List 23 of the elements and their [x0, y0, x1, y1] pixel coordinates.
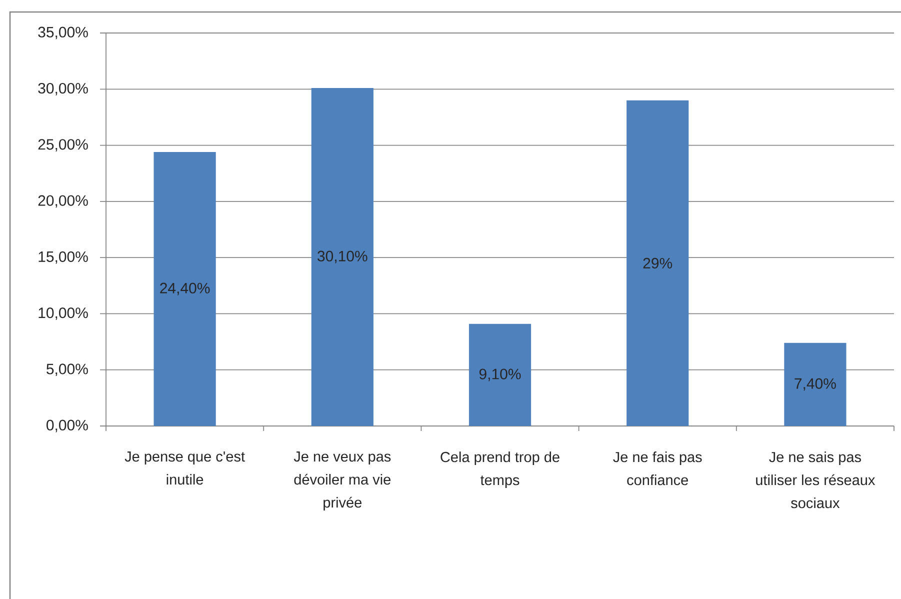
data-label: 29%: [643, 258, 672, 268]
bar: [311, 88, 374, 426]
bar: [626, 100, 689, 426]
x-tick-label: Je ne veux pas dévoiler ma vie privée: [294, 452, 391, 511]
data-label: 9,10%: [479, 368, 521, 382]
y-tick-label: 30,00%: [38, 82, 88, 96]
bar: [154, 152, 216, 426]
y-tick-label: 15,00%: [38, 251, 88, 264]
y-tick-label: 25,00%: [38, 139, 88, 152]
bar: [468, 324, 532, 426]
y-tick-label: 5,00%: [46, 364, 88, 376]
y-tick-label: 20,00%: [38, 195, 88, 208]
x-tick-label: Je pense que c'est inutile: [124, 452, 245, 485]
data-label: 30,10%: [318, 250, 368, 264]
x-tick-label: Je ne fais pas confiance: [613, 452, 702, 486]
x-tick-label: Cela prend trop de temps: [440, 452, 560, 488]
y-tick-label: 0,00%: [46, 420, 88, 432]
y-tick-label: 10,00%: [38, 308, 88, 320]
data-label: 24,40%: [160, 282, 210, 296]
data-label: 7,40%: [794, 378, 836, 391]
bar: [784, 342, 846, 426]
y-tick-label: 35,00%: [38, 26, 88, 40]
x-tick-label: Je ne sais pas utiliser les réseaux sociaux: [756, 452, 876, 508]
